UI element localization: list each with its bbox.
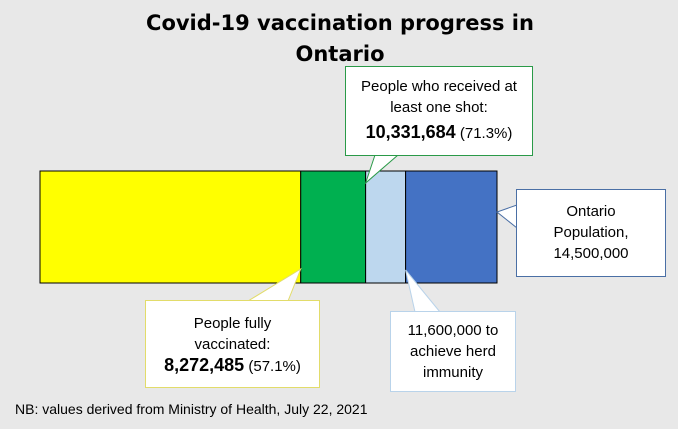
chart-title-line-2: Ontario [295,42,385,66]
callout-fully-line-1: People fully [193,315,272,332]
callout-herd-immunity: 11,600,000 to achieve herd immunity [390,311,516,392]
callout-fully-vaccinated: People fully vaccinated: 8,272,485 (57.1… [145,300,320,388]
footnote: NB: values derived from Ministry of Heal… [15,401,368,417]
callout-one-shot-line-1: People who received at [361,78,517,95]
bar-segment-herd [365,170,407,284]
callout-fully-pct: (57.1%) [248,358,301,375]
bar-segment-fully [39,170,302,284]
callout-herd-line-3: immunity [422,364,483,381]
callout-population-line-1: Ontario [566,203,616,220]
callout-one-shot-value: 10,331,684 [365,122,456,142]
chart-title: Covid-19 vaccination progress in Ontario [90,8,590,70]
bar-segment-one_shot [300,170,367,284]
callout-fully-line-2: vaccinated: [194,336,271,353]
callout-pointer-population [495,204,518,230]
callout-one-shot-pct: (71.3%) [459,125,513,142]
callout-population-line-3: 14,500,000 [553,245,629,262]
callout-population-line-2: Population, [553,224,629,241]
bar-segment-population [405,170,498,284]
callout-one-shot-line-2: least one shot: [390,99,488,116]
callout-herd-line-2: achieve herd [410,343,496,360]
callout-herd-line-1: 11,600,000 to [407,322,499,339]
callout-population: Ontario Population, 14,500,000 [516,189,666,277]
callout-one-shot: People who received at least one shot: 1… [345,66,533,156]
chart-title-line-1: Covid-19 vaccination progress in [146,11,534,35]
callout-fully-value: 8,272,485 [164,355,245,375]
